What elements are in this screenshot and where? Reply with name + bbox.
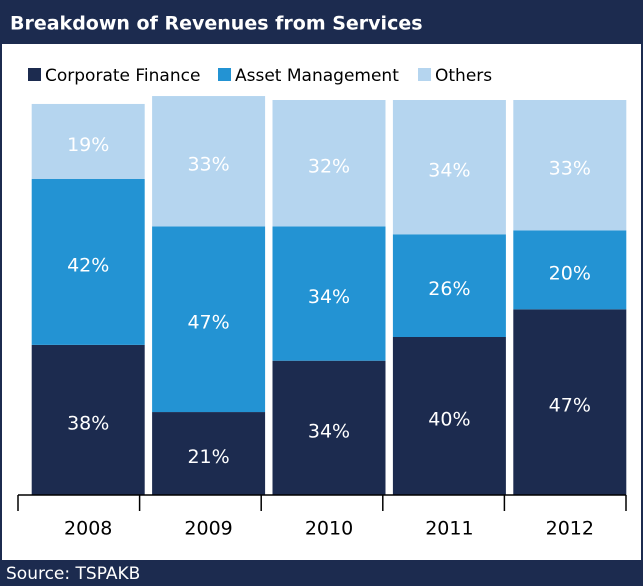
bar-segment [152,226,266,413]
data-label: 47% [187,312,229,334]
bar-segment [513,309,627,495]
bar-segment [272,100,386,227]
bar-segment [392,337,506,495]
x-tick-label: 2009 [184,518,232,540]
bar-segment [31,103,145,179]
x-tick-label: 2010 [305,518,353,540]
data-label: 47% [549,395,591,417]
chart-title: Breakdown of Revenues from Services [10,13,423,35]
data-label: 38% [67,412,109,434]
x-tick-label: 2012 [546,518,594,540]
data-label: 19% [67,134,109,156]
source-bar [0,560,643,586]
data-label: 42% [67,254,109,276]
bar-segment [513,100,627,231]
bar-segment [152,96,266,227]
bar-segment [392,100,506,235]
bar-segment [272,226,386,361]
title-bar [0,0,643,44]
data-label: 34% [308,420,350,442]
legend-label: Asset Management [235,66,399,86]
source: Source: TSPAKB [6,564,140,584]
x-tick-label: 2011 [425,518,473,540]
bar-segment [513,230,627,310]
data-label: 21% [187,446,229,468]
data-label: 20% [549,262,591,284]
x-tick-label: 2008 [64,518,112,540]
bar-segment [272,360,386,495]
data-label: 32% [308,156,350,178]
bar-segment [31,179,145,345]
data-label: 34% [308,286,350,308]
data-label: 40% [428,409,470,431]
bar-segment [31,344,145,495]
legend-swatch [218,68,231,81]
legend-label: Others [435,66,492,86]
data-label: 34% [428,160,470,182]
data-label: 33% [549,158,591,180]
bar-segment [152,412,266,495]
data-label: 26% [428,278,470,300]
data-label: 33% [187,154,229,176]
legend-swatch [28,68,41,81]
bar-segment [392,234,506,337]
legend-swatch [418,68,431,81]
legend-label: Corporate Finance [45,66,200,86]
